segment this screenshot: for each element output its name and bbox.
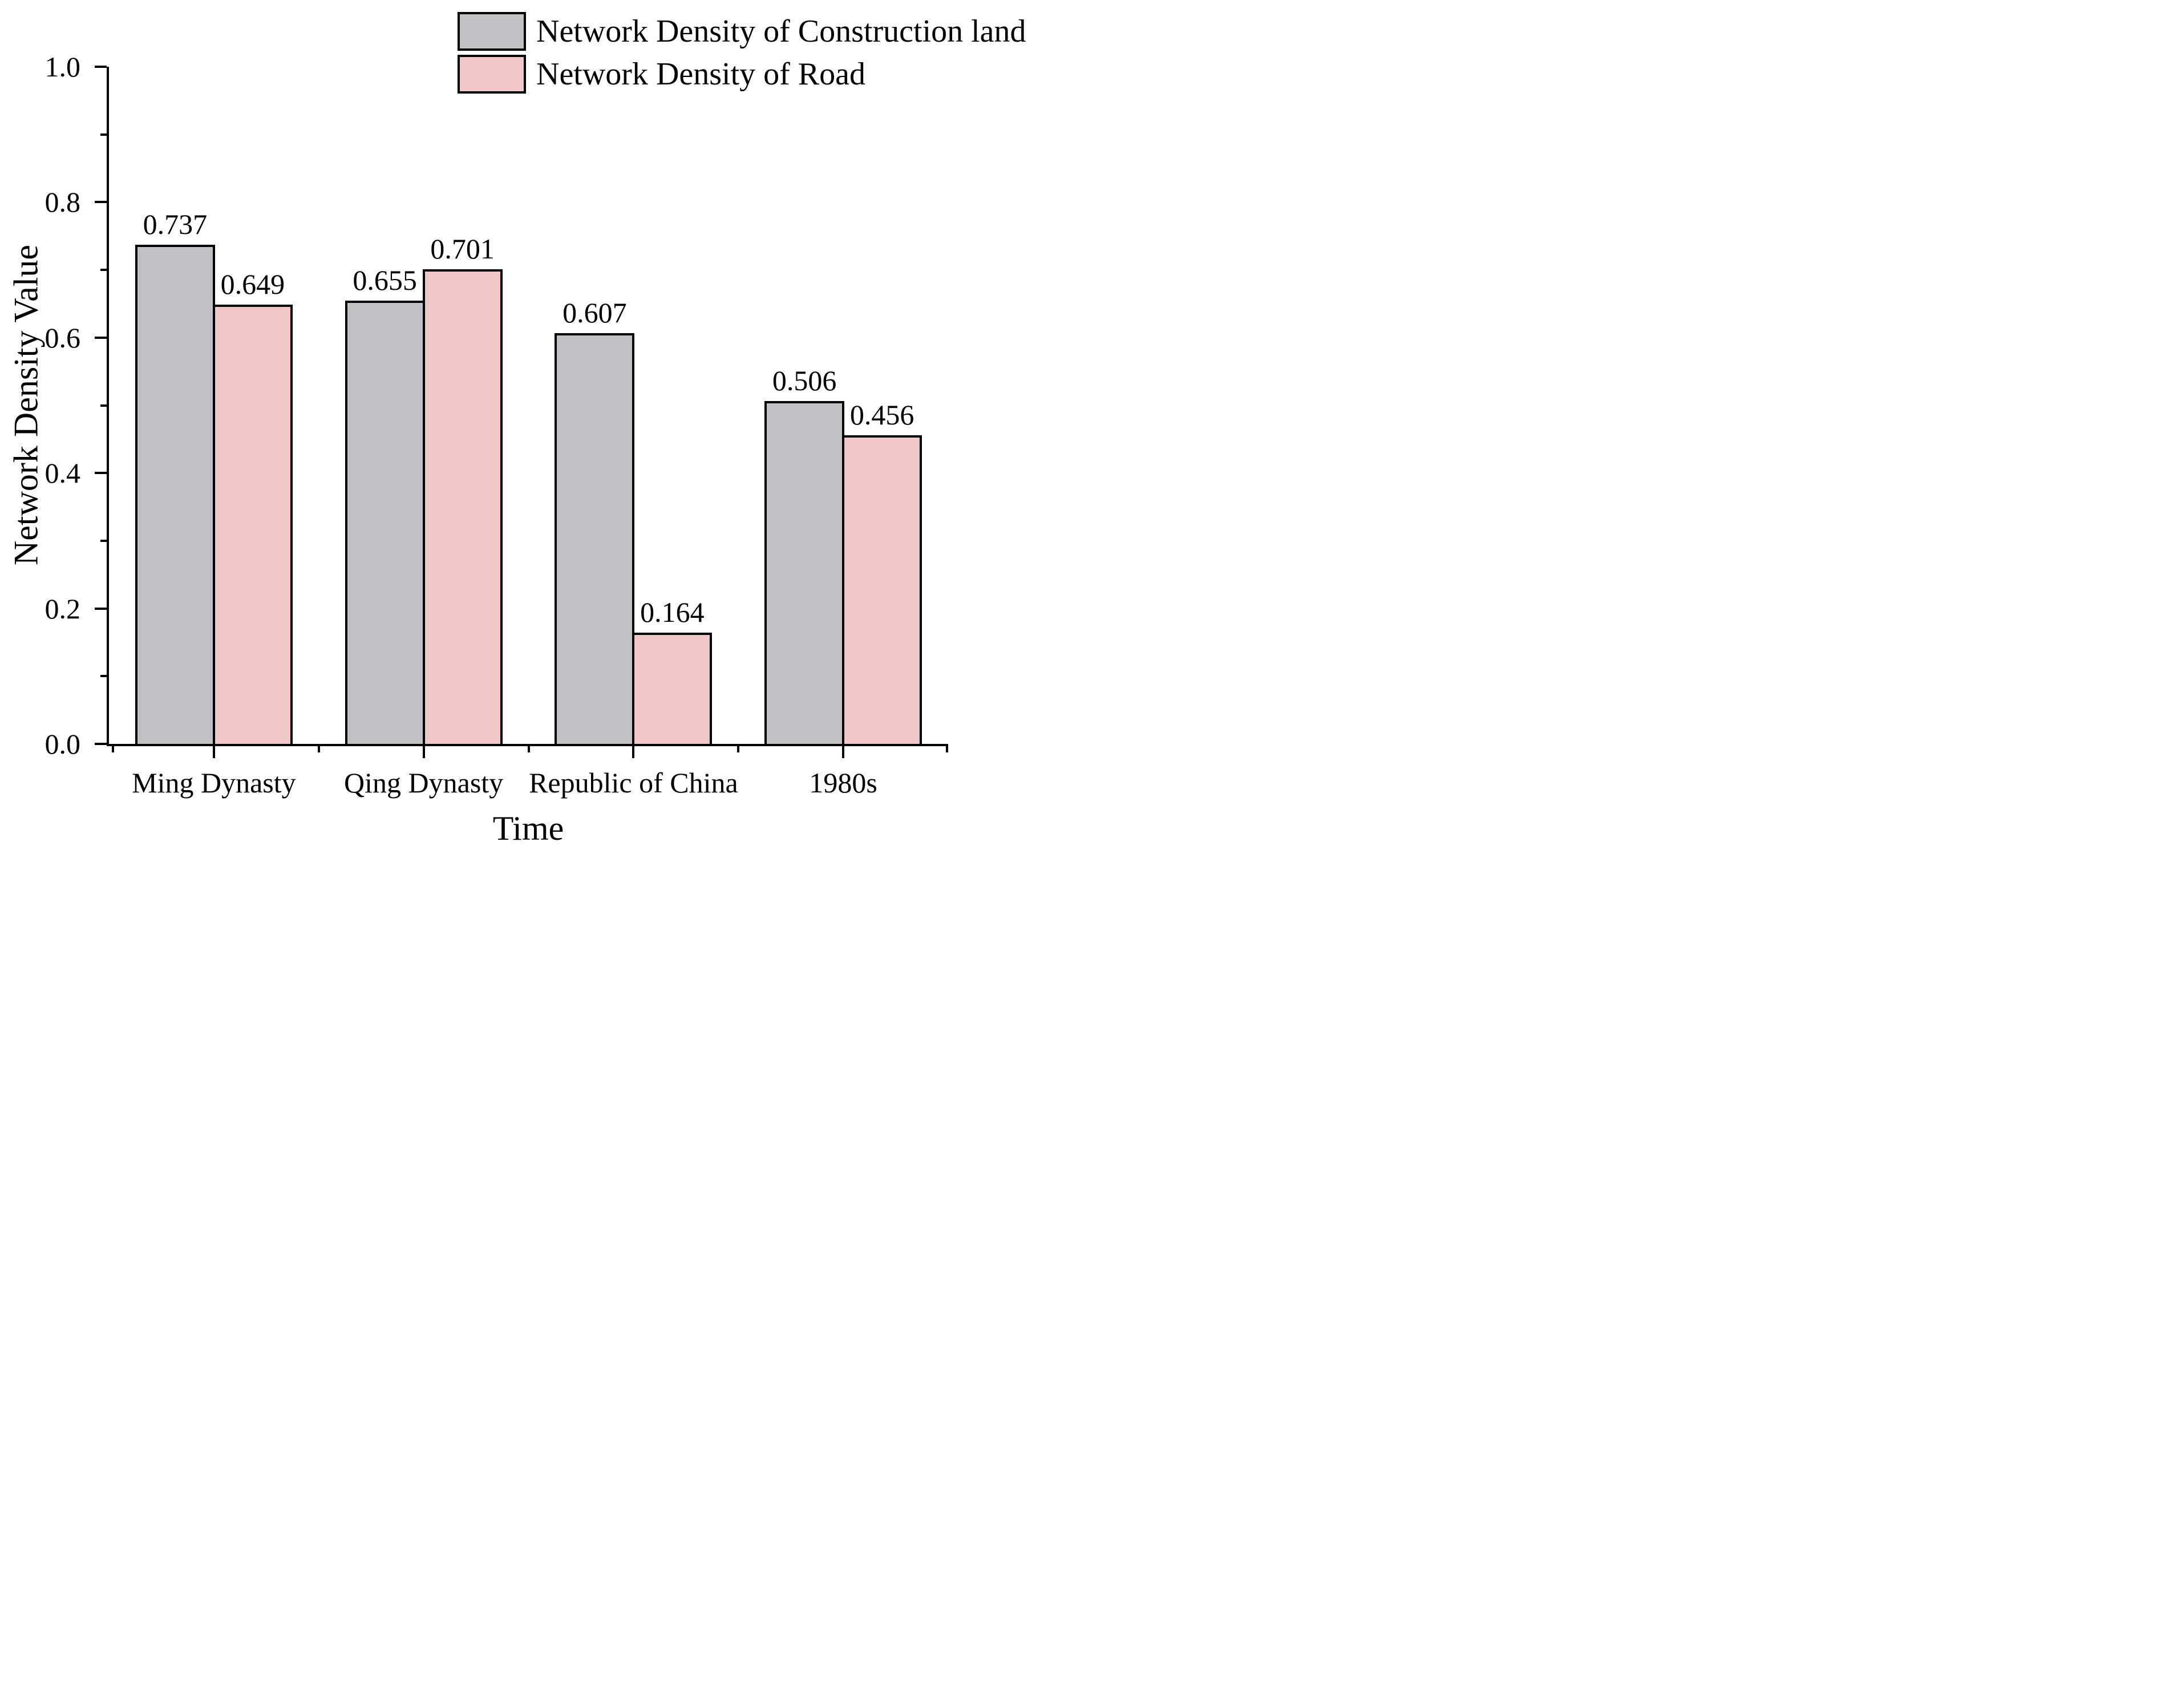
bar-value-label-network-density-of-road-ming-dynasty: 0.649 (220, 268, 285, 300)
x-axis-major-tick (422, 746, 425, 758)
legend-swatch-construction-land (458, 12, 526, 51)
y-axis-major-tick (95, 607, 107, 610)
y-axis-minor-tick (100, 133, 107, 136)
y-axis-minor-tick (100, 675, 107, 678)
bar-value-label-network-density-of-construction-land-republic-of-china: 0.607 (562, 296, 627, 329)
x-category-label-1980s: 1980s (809, 767, 877, 799)
bar-value-label-network-density-of-construction-land-1980s: 0.506 (772, 365, 837, 397)
x-axis-minor-tick (737, 746, 740, 752)
x-axis-title: Time (492, 810, 564, 847)
bar-network-density-of-road-ming-dynasty (212, 304, 293, 744)
y-axis-major-tick (95, 336, 107, 339)
bar-value-label-network-density-of-construction-land-ming-dynasty: 0.737 (143, 208, 208, 241)
y-axis-major-tick (95, 201, 107, 204)
y-axis-tick-label: 0.6 (44, 321, 81, 354)
bar-network-density-of-construction-land-qing-dynasty (345, 300, 425, 744)
y-axis-major-tick (95, 472, 107, 475)
x-category-label-republic-of-china: Republic of China (529, 767, 738, 799)
plot-area: 0.0 0.2 0.4 0.6 0.8 1.0 Ming Dynasty 0.737 0.649… (45, 52, 948, 798)
y-axis-tick-label: 0.0 (44, 728, 81, 760)
y-axis-tick-label: 0.8 (44, 186, 81, 218)
x-axis-major-tick (842, 746, 845, 758)
legend-item-road: Network Density of Road (458, 55, 1026, 94)
x-axis-minor-tick (317, 746, 320, 752)
bar-network-density-of-road-1980s (842, 435, 922, 744)
x-category-label-qing-dynasty: Qing Dynasty (344, 767, 504, 799)
y-axis-minor-tick (100, 539, 107, 542)
bar-value-label-network-density-of-road-republic-of-china: 0.164 (640, 596, 705, 629)
y-axis-title: Network Density Value (7, 244, 45, 566)
legend: Network Density of Construction land Net… (458, 12, 1026, 98)
x-category-label-ming-dynasty: Ming Dynasty (132, 767, 296, 799)
legend-item-construction-land: Network Density of Construction land (458, 12, 1026, 51)
bar-chart-figure: Network Density of Construction land Net… (0, 0, 1080, 854)
bar-network-density-of-construction-land-1980s (764, 401, 845, 744)
bar-network-density-of-road-qing-dynasty (422, 269, 503, 744)
bar-network-density-of-construction-land-republic-of-china (555, 333, 635, 744)
x-axis-major-tick (212, 746, 215, 758)
bar-value-label-network-density-of-road-1980s: 0.456 (849, 398, 914, 431)
y-axis-major-tick (95, 743, 107, 745)
legend-label-construction-land: Network Density of Construction land (536, 14, 1026, 49)
legend-swatch-road (458, 55, 526, 94)
y-axis-tick-label: 0.4 (44, 457, 81, 489)
bar-network-density-of-road-republic-of-china (632, 633, 713, 744)
y-axis-minor-tick (100, 404, 107, 407)
x-axis-minor-tick (527, 746, 530, 752)
bar-network-density-of-construction-land-ming-dynasty (135, 245, 215, 744)
y-axis-major-tick (95, 66, 107, 68)
y-axis-tick-label: 1.0 (44, 51, 81, 83)
legend-label-road: Network Density of Road (536, 56, 866, 92)
x-axis-minor-tick (112, 746, 114, 752)
x-axis-major-tick (632, 746, 635, 758)
bar-value-label-network-density-of-road-qing-dynasty: 0.701 (430, 232, 495, 265)
y-axis-tick-label: 0.2 (44, 592, 81, 625)
x-axis-minor-tick (946, 746, 948, 752)
y-axis-minor-tick (100, 269, 107, 272)
bar-value-label-network-density-of-construction-land-qing-dynasty: 0.655 (353, 264, 417, 296)
